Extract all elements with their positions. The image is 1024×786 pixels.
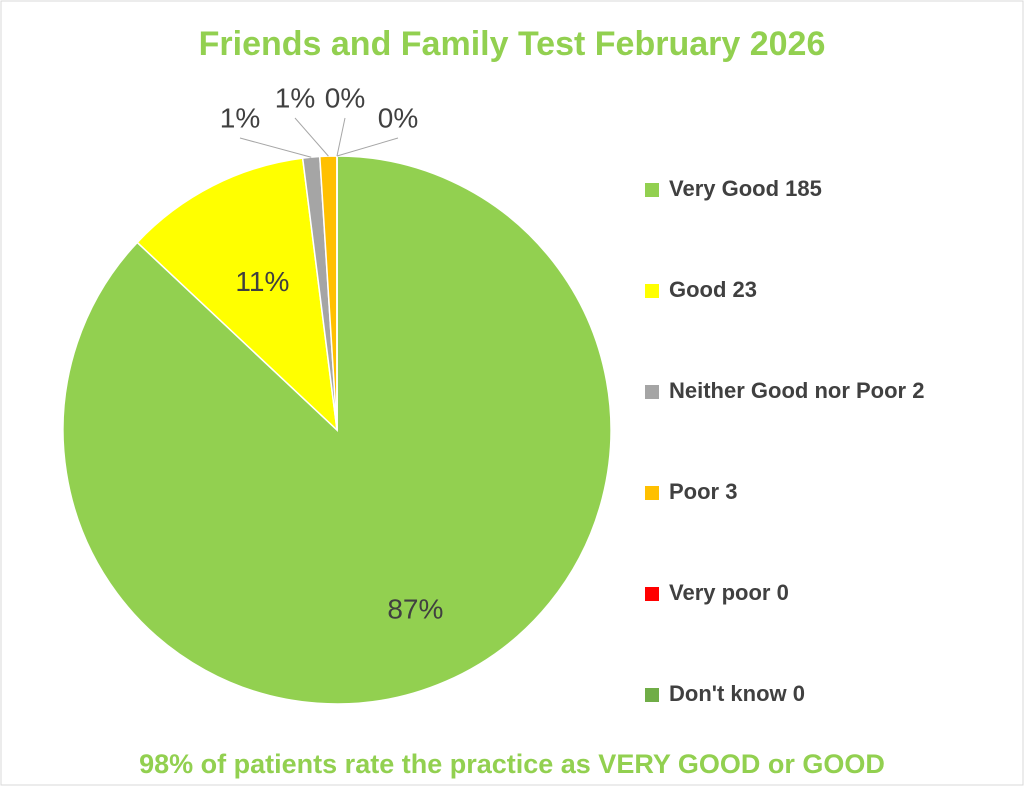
data-label: 0% bbox=[378, 102, 418, 133]
legend-label: Neither Good nor Poor 2 bbox=[669, 378, 924, 403]
pie-slice bbox=[62, 155, 612, 705]
legend-swatch bbox=[645, 486, 659, 500]
data-label: 0% bbox=[325, 82, 365, 113]
legend-swatch bbox=[645, 688, 659, 702]
data-label: 11% bbox=[235, 266, 289, 297]
pie-slice bbox=[136, 157, 339, 432]
leader-line bbox=[294, 117, 329, 157]
data-label: 87% bbox=[387, 593, 443, 624]
legend-swatch bbox=[645, 587, 659, 601]
chart-title: Friends and Family Test February 2026 bbox=[199, 25, 826, 63]
legend-swatch bbox=[645, 183, 659, 197]
legend-label: Good 23 bbox=[669, 277, 757, 302]
annotation: 98% of patients rate the practice as VER… bbox=[139, 749, 885, 779]
legend-label: Don't know 0 bbox=[669, 681, 805, 706]
leader-line bbox=[336, 117, 346, 157]
data-label: 1% bbox=[220, 102, 260, 133]
data-label: 1% bbox=[275, 82, 315, 113]
legend-label: Very poor 0 bbox=[669, 580, 789, 605]
legend-label: Poor 3 bbox=[669, 479, 737, 504]
leader-line bbox=[239, 137, 312, 158]
legend-label: Very Good 185 bbox=[669, 176, 822, 201]
legend-swatch bbox=[645, 284, 659, 298]
legend-swatch bbox=[645, 385, 659, 399]
leader-line bbox=[336, 137, 399, 157]
